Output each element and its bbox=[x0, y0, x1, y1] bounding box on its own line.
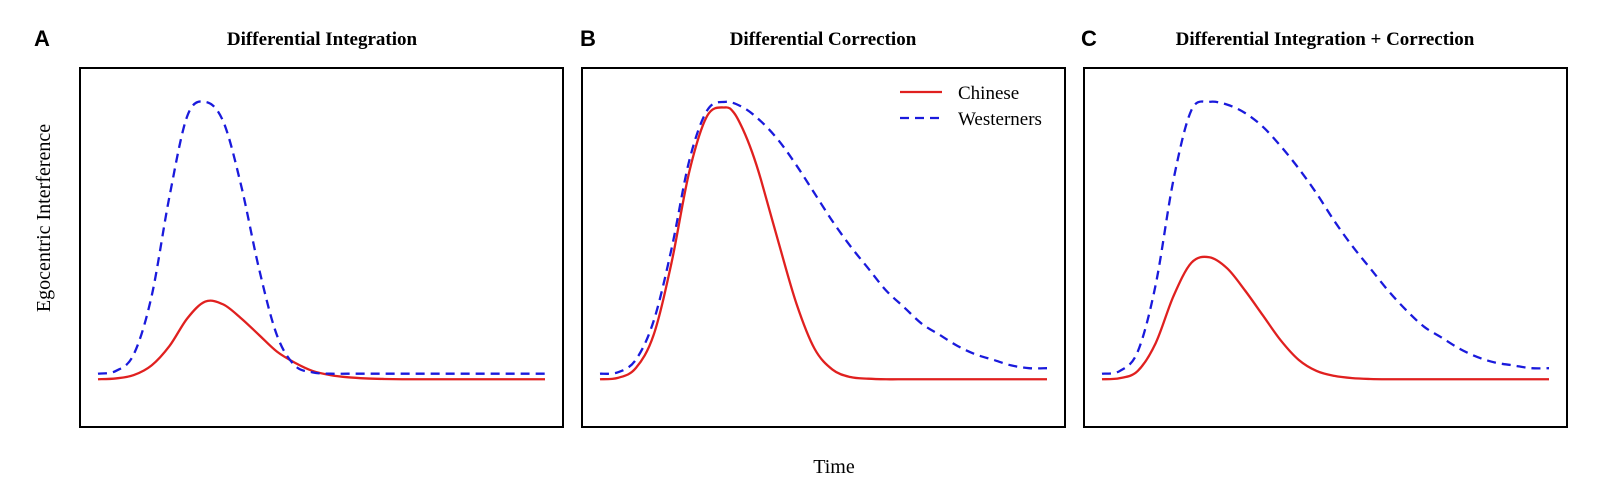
legend-label-westerners: Westerners bbox=[958, 109, 1042, 130]
legend: Chinese Westerners bbox=[900, 83, 1042, 130]
panel-letter-b: B bbox=[580, 26, 596, 51]
panel-letter-a: A bbox=[34, 26, 50, 51]
series-line-westerners-panel-b bbox=[599, 100, 1048, 375]
plot-frame-b bbox=[581, 67, 1066, 428]
panel-title-c: Differential Integration + Correction bbox=[1176, 29, 1475, 50]
panel-title-a: Differential Integration bbox=[227, 29, 418, 50]
plot-frame-c bbox=[1083, 67, 1568, 428]
panel-title-b: Differential Correction bbox=[730, 29, 917, 50]
plot-area-b bbox=[599, 100, 1048, 381]
panel-letter-c: C bbox=[1081, 26, 1097, 51]
plot-frame-a bbox=[79, 67, 564, 428]
plot-area-a bbox=[97, 100, 546, 381]
series-line-westerners-panel-a bbox=[97, 100, 545, 375]
legend-label-chinese: Chinese bbox=[958, 83, 1019, 104]
x-axis-label: Time bbox=[813, 456, 855, 478]
series-line-chinese-panel-a bbox=[97, 299, 546, 381]
series-line-westerners-panel-c bbox=[1101, 100, 1550, 375]
series-line-chinese-panel-c bbox=[1101, 255, 1550, 381]
series-line-chinese-panel-b bbox=[599, 106, 1048, 381]
plot-area-c bbox=[1101, 100, 1550, 381]
y-axis-label: Egocentric Interference bbox=[33, 124, 55, 312]
